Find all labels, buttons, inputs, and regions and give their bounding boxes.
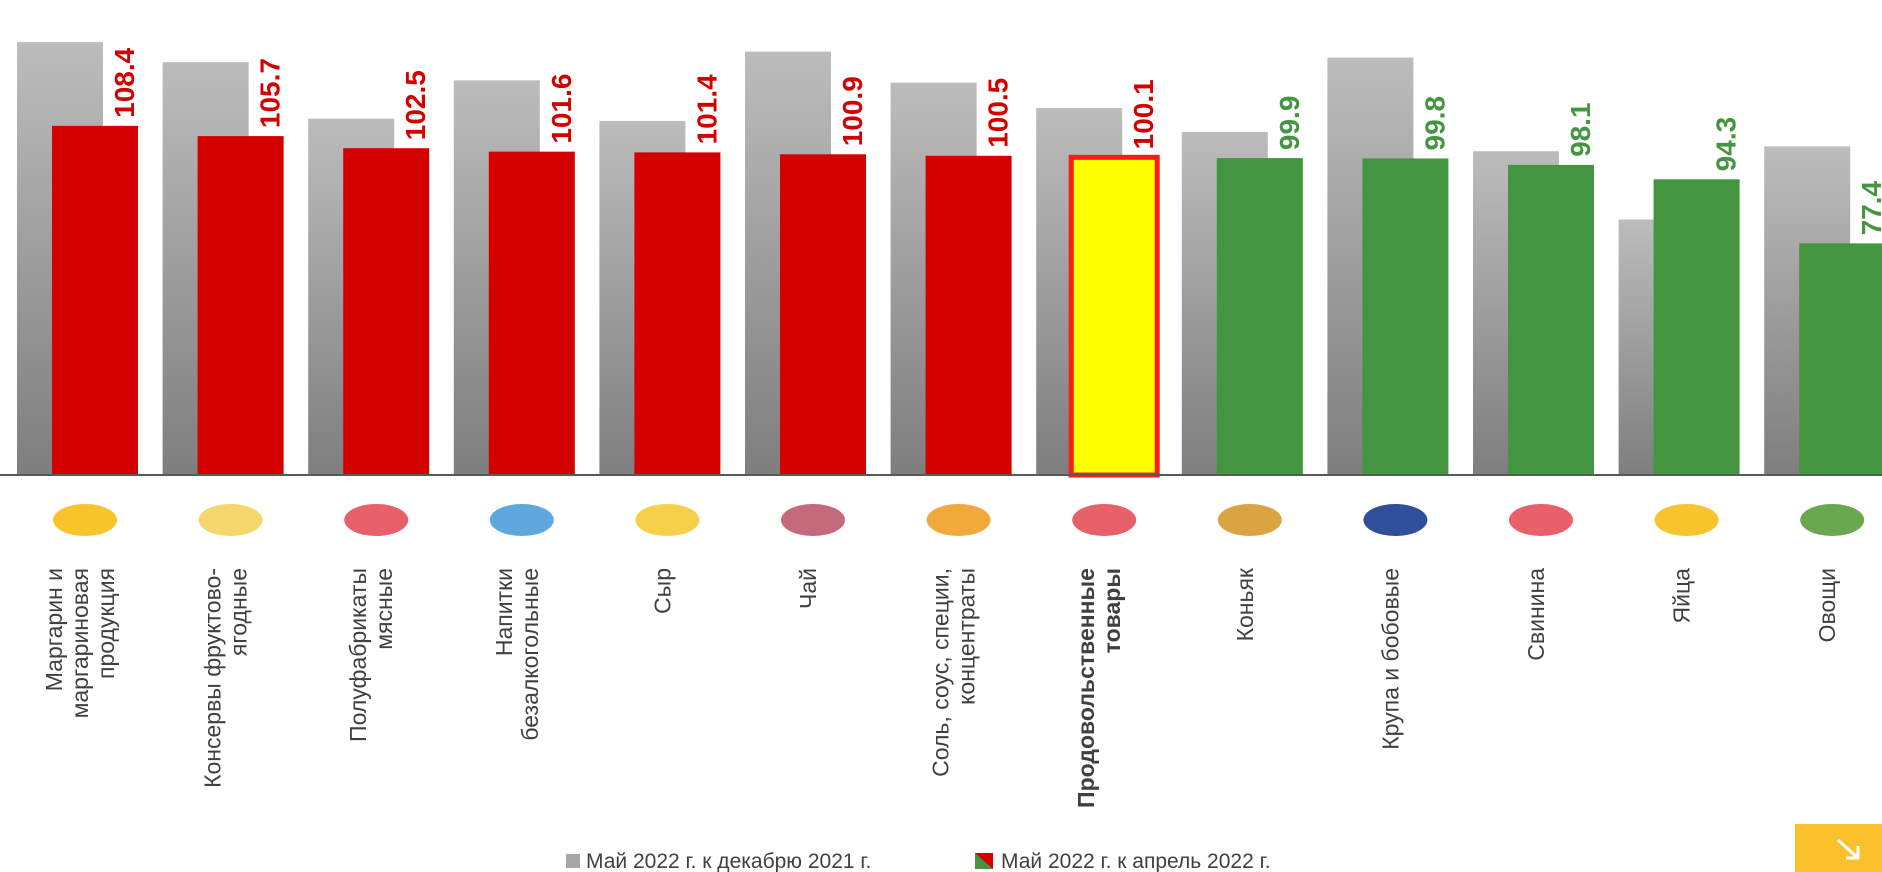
category-icon <box>1654 504 1719 536</box>
bar <box>197 136 284 475</box>
x-tick-label-line: Консервы фруктово- <box>200 568 226 788</box>
x-tick-label-line: Яйца <box>1669 568 1695 624</box>
category-icon <box>926 504 991 536</box>
x-tick-label-line: ягодные <box>226 568 252 656</box>
x-tick-label-line: мясные <box>371 568 397 650</box>
x-tick-label: Сыр <box>649 568 675 614</box>
x-tick-label: Полуфабрикатымясные <box>345 568 397 742</box>
bar <box>488 151 575 475</box>
x-tick-label: Коньяк <box>1232 567 1258 641</box>
legend-label: Май 2022 г. к апрель 2022 г. <box>1001 850 1271 872</box>
value-label: 102.5 <box>400 70 431 140</box>
corner-arrow <box>1836 838 1860 860</box>
x-tick-label-line: концентраты <box>954 568 980 705</box>
x-tick-label-line: Напитки <box>491 568 517 656</box>
x-tick-label: Соль, соус, специи,концентраты <box>928 568 980 777</box>
x-tick-label: Крупа и бобовые <box>1377 568 1403 750</box>
category-icon <box>1363 504 1428 536</box>
x-tick-label-line: продукция <box>93 568 119 679</box>
category-icon <box>1072 504 1137 536</box>
x-tick-label-line: Коньяк <box>1232 567 1258 641</box>
legend-label: Май 2022 г. к декабрю 2021 г. <box>586 850 871 872</box>
x-tick-label: Яйца <box>1669 568 1695 624</box>
value-label: 108.4 <box>109 47 140 117</box>
bar <box>780 154 866 475</box>
x-tick-label: Напиткибезалкогольные <box>491 568 543 741</box>
value-label: 101.4 <box>691 74 722 144</box>
category-icon <box>198 504 263 536</box>
x-tick-label: Маргарин имаргариноваяпродукция <box>41 568 119 718</box>
category-icon <box>344 504 409 536</box>
category-icon <box>1509 504 1573 536</box>
category-icon <box>1800 504 1865 536</box>
value-label: 77.4 <box>1856 180 1882 235</box>
bar <box>52 125 138 475</box>
x-tick-label: Чай <box>795 568 821 609</box>
legend-swatch <box>566 854 580 868</box>
value-label: 100.1 <box>1128 79 1159 149</box>
x-tick-label-line: маргариновая <box>67 568 93 718</box>
bar <box>1508 164 1594 475</box>
x-tick-label-line: Чай <box>795 568 821 609</box>
value-label: 99.8 <box>1419 96 1450 151</box>
bar <box>634 152 721 475</box>
value-label: 101.6 <box>546 74 577 144</box>
x-tick-label-line: Овощи <box>1814 568 1840 642</box>
x-tick-label-line: товары <box>1099 568 1125 653</box>
x-tick-label-line: Крупа и бобовые <box>1377 568 1403 750</box>
x-tick-label-line: Сыр <box>649 568 675 614</box>
x-tick-label: Свинина <box>1523 568 1549 661</box>
legend-swatch <box>975 853 993 869</box>
x-tick-label-line: Маргарин и <box>41 568 67 691</box>
x-tick-label-line: Полуфабрикаты <box>345 568 371 742</box>
bar <box>1653 179 1740 475</box>
value-label: 94.3 <box>1711 117 1742 172</box>
bar <box>1068 154 1160 478</box>
x-tick-label: Консервы фруктово-ягодные <box>200 568 252 788</box>
bar <box>925 155 1012 475</box>
bar <box>1799 243 1882 475</box>
value-label: 105.7 <box>255 58 286 128</box>
x-tick-label: Продовольственныетовары <box>1073 568 1125 808</box>
category-icon <box>489 504 554 536</box>
category-icon <box>635 504 700 536</box>
x-tick-label-line: Свинина <box>1523 568 1549 661</box>
x-tick-label: Овощи <box>1814 568 1840 642</box>
x-tick-label-line: безалкогольные <box>517 568 543 741</box>
corner-box <box>1795 824 1882 872</box>
value-label: 100.5 <box>983 78 1014 148</box>
value-label: 99.9 <box>1274 96 1305 151</box>
bar <box>343 148 430 476</box>
category-icon <box>53 504 117 536</box>
category-icon <box>781 504 845 536</box>
value-label: 98.1 <box>1565 102 1596 157</box>
x-tick-label-line: Продовольственные <box>1073 568 1099 808</box>
value-label: 100.9 <box>837 76 868 146</box>
category-icon <box>1217 504 1282 536</box>
x-tick-label-line: Соль, соус, специи, <box>928 568 954 777</box>
bar <box>1216 158 1303 475</box>
bar <box>1362 158 1449 475</box>
